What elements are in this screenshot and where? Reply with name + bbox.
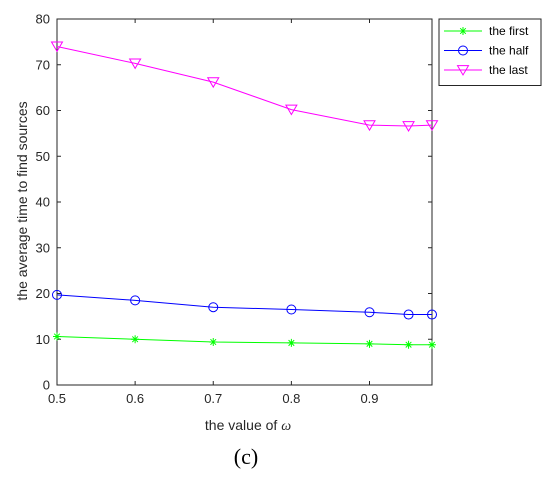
y-tick-label: 60 [36,103,50,118]
y-tick-label: 50 [36,149,50,164]
x-tick-label: 0.8 [282,391,300,406]
legend-label: the last [489,63,528,77]
y-axis: 0 10 20 30 40 50 60 70 80 [36,12,432,393]
y-axis-label: the average time to find sources [14,101,30,300]
x-tick-label: 0.5 [48,391,66,406]
y-tick-label: 70 [36,57,50,72]
data-point-triangle [285,104,298,116]
x-tick-label: 0.6 [126,391,144,406]
legend: the first the half the last [438,18,542,86]
data-point-asterisk [459,27,467,35]
data-point-circle [403,309,414,320]
data-point-asterisk [209,337,218,346]
series-line [56,294,432,316]
y-tick-label: 80 [36,12,50,27]
legend-item: the last [444,63,528,77]
x-axis-label-symbol: ω [281,419,291,434]
legend-item: the half [444,44,529,58]
y-tick-label: 40 [36,195,50,210]
series-the-first [53,332,436,349]
legend-label: the half [489,44,529,58]
legend-box [438,18,542,86]
data-point-triangle [425,120,439,132]
data-point-triangle [50,41,64,53]
data-point-circle [286,304,297,315]
data-point-asterisk [287,338,296,347]
panel-label: (c) [234,444,258,469]
data-point-triangle [128,58,142,70]
data-point-triangle [206,77,220,89]
series-layer [50,41,439,349]
x-tick-label: 0.9 [360,391,378,406]
data-point-triangle [456,65,470,76]
legend-item: the first [444,24,529,38]
data-point-asterisk [365,339,374,348]
series-the-half [52,289,437,320]
data-point-circle [427,309,437,320]
y-tick-label: 0 [43,378,50,393]
x-axis-label-prefix: the value of [205,417,281,433]
data-point-asterisk [131,335,140,344]
y-tick-label: 10 [36,332,50,347]
data-point-triangle [402,121,415,132]
legend-label: the first [489,24,529,38]
data-point-circle [364,307,375,318]
data-point-circle [52,289,62,300]
data-point-asterisk [404,340,413,349]
data-point-asterisk [428,340,436,349]
data-point-circle [458,45,468,56]
data-point-asterisk [53,332,61,341]
series-the-last [50,41,439,132]
series-line [56,45,433,127]
data-point-circle [208,302,219,313]
plot-area [56,18,433,386]
y-tick-label: 30 [36,240,50,255]
x-axis-label: the value of ω [205,417,291,434]
x-tick-label: 0.7 [204,391,222,406]
data-point-circle [130,295,141,306]
axes-box [56,18,433,386]
y-tick-label: 20 [36,286,50,301]
x-axis: 0.5 0.6 0.7 0.8 0.9 [48,19,379,406]
data-point-triangle [363,120,376,132]
